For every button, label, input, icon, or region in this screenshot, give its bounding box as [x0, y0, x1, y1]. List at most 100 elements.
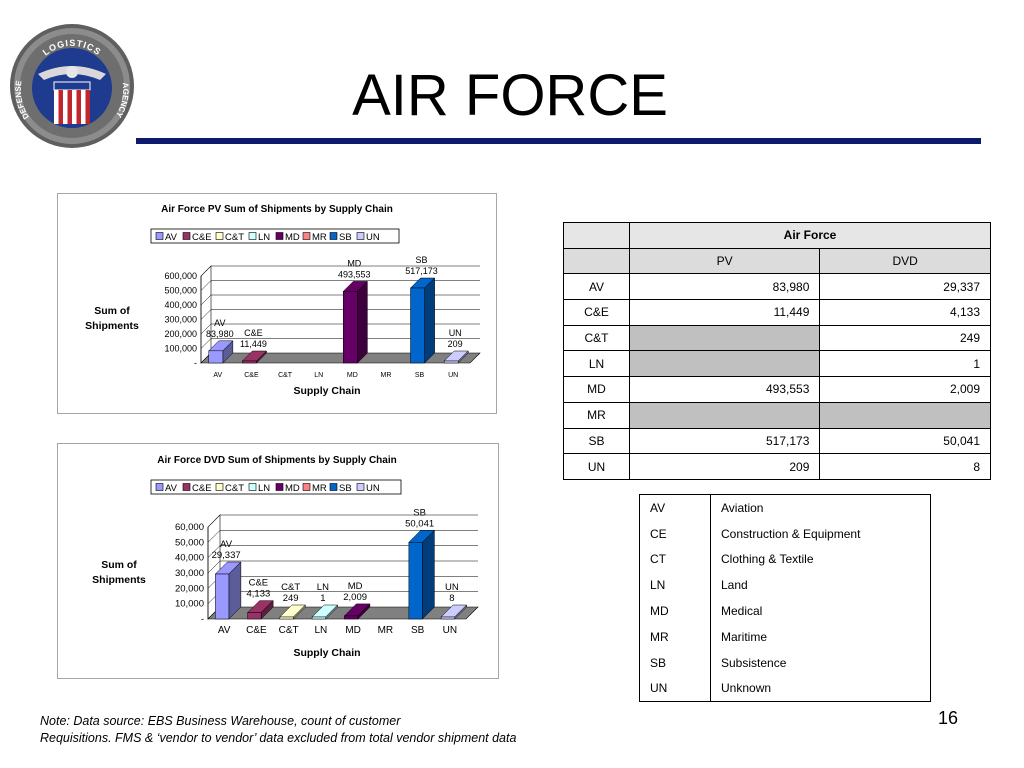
footnote-line-2: Requisitions. FMS & ‘vendor to vendor’ d…	[40, 731, 517, 745]
legend-swatch	[275, 483, 284, 491]
legend-swatch	[248, 483, 257, 491]
footnote: Note: Data source: EBS Business Warehous…	[40, 713, 640, 747]
x-tick-label: SB	[411, 625, 425, 636]
slide-title: AIR FORCE	[352, 63, 668, 128]
legend-swatch	[356, 232, 365, 240]
dvd-value	[819, 401, 991, 429]
abbrev-code: MR	[639, 623, 711, 650]
legend-swatch	[302, 232, 311, 240]
gridline	[207, 545, 478, 558]
dvd-value: 29,337	[819, 273, 991, 301]
dvd-value: 8	[819, 453, 991, 480]
legend-label: LN	[258, 232, 270, 243]
legend-label: SB	[339, 483, 352, 494]
gridline	[200, 338, 480, 349]
abbrev-code: AV	[639, 494, 711, 521]
table-row: SB 517,173 50,041	[563, 427, 991, 455]
bar-front	[440, 616, 455, 620]
page-number: 16	[938, 708, 959, 728]
legend-swatch	[356, 483, 365, 491]
bar-md	[343, 603, 371, 620]
pv-value: 209	[628, 453, 821, 480]
data-label-category: MD	[347, 258, 361, 268]
pv-value: 11,449	[628, 299, 821, 326]
bar-front	[279, 616, 294, 620]
x-tick-label: MR	[380, 372, 391, 379]
dvd-chart-svg: Air Force DVD Sum of Shipments by Supply…	[92, 455, 479, 659]
row-label: MD	[563, 376, 630, 403]
gridline	[200, 265, 480, 277]
gridline	[200, 280, 480, 291]
x-axis-title: Supply Chain	[293, 385, 360, 397]
abbrev-name: Land	[721, 578, 748, 593]
bar-un	[443, 350, 469, 364]
abbreviation-table: AV Aviation CE Construction & Equipment …	[639, 494, 931, 703]
data-label-value: 4,133	[246, 589, 270, 600]
data-label-category: UN	[445, 582, 459, 593]
pv-value	[628, 324, 821, 352]
legend-swatch	[329, 483, 338, 491]
legend-swatch	[329, 232, 338, 240]
x-tick-label: MD	[347, 372, 358, 379]
gridline	[207, 530, 478, 543]
x-tick-label: UN	[448, 372, 458, 379]
table-row: C&E 11,449 4,133	[563, 299, 991, 326]
table-row: MR	[563, 401, 991, 429]
x-tick-label: LN	[314, 625, 327, 636]
legend-swatch	[248, 232, 257, 240]
data-label-value: 11,449	[240, 339, 267, 349]
table-row: CT Clothing & Textile	[639, 546, 931, 573]
gridline	[200, 309, 480, 320]
gridline	[200, 294, 480, 306]
y-tick-label: 400,000	[164, 300, 197, 310]
row-label: SB	[563, 427, 630, 455]
bar-front	[208, 350, 224, 364]
legend-label: MR	[312, 232, 327, 243]
y-tick-label: 600,000	[164, 271, 197, 281]
bar-side	[424, 277, 435, 364]
legend-label: AV	[165, 232, 178, 243]
chart-floor	[200, 352, 481, 364]
legend-label: AV	[165, 483, 178, 494]
data-label-value: 2,009	[343, 592, 367, 603]
dvd-value: 4,133	[819, 299, 991, 326]
gridline	[207, 560, 478, 574]
legend-swatch	[215, 232, 224, 240]
x-tick-label: C&T	[279, 625, 299, 636]
data-label-category: C&E	[249, 578, 269, 589]
table-row: CE Construction & Equipment	[639, 520, 931, 547]
x-tick-label: MD	[345, 625, 361, 636]
y-tick-label: 40,000	[175, 553, 204, 564]
data-label-value: 517,173	[405, 266, 438, 276]
legend-swatch	[155, 232, 164, 240]
table-row: SB Subsistence	[639, 649, 931, 676]
bar-front	[344, 615, 359, 620]
data-label-value: 29,337	[212, 550, 241, 561]
data-label-category: C&E	[244, 328, 263, 338]
x-tick-label: C&T	[278, 372, 293, 379]
legend-label: SB	[339, 232, 352, 243]
data-label-category: SB	[413, 507, 426, 518]
data-label-category: C&T	[281, 582, 300, 593]
bar-front	[408, 542, 423, 620]
data-label-value: 50,041	[405, 518, 434, 529]
bar-front	[215, 573, 230, 620]
x-axis-title: Supply Chain	[293, 647, 360, 659]
chart-legend: AV C&E C&T LN MD MR SB UN	[150, 228, 400, 244]
bar-front	[311, 616, 326, 620]
table-row: AV 83,980 29,337	[563, 273, 991, 301]
x-tick-label: C&E	[246, 625, 267, 636]
abbrev-name: Unknown	[721, 681, 772, 696]
legend-label: UN	[366, 483, 380, 494]
pv-value: 493,553	[628, 376, 821, 403]
data-label-category: LN	[317, 582, 329, 593]
data-label-category: SB	[416, 255, 428, 265]
x-tick-label: SB	[415, 372, 425, 379]
legend-swatch	[302, 483, 311, 491]
y-axis-title: Shipments	[85, 320, 139, 332]
y-axis-title: Shipments	[92, 574, 146, 586]
pv-chart: Air Force PV Sum of Shipments by Supply …	[57, 193, 497, 414]
abbrev-name: Aviation	[721, 500, 764, 515]
y-tick-label: 30,000	[175, 568, 204, 579]
x-tick-label: C&E	[244, 372, 259, 379]
